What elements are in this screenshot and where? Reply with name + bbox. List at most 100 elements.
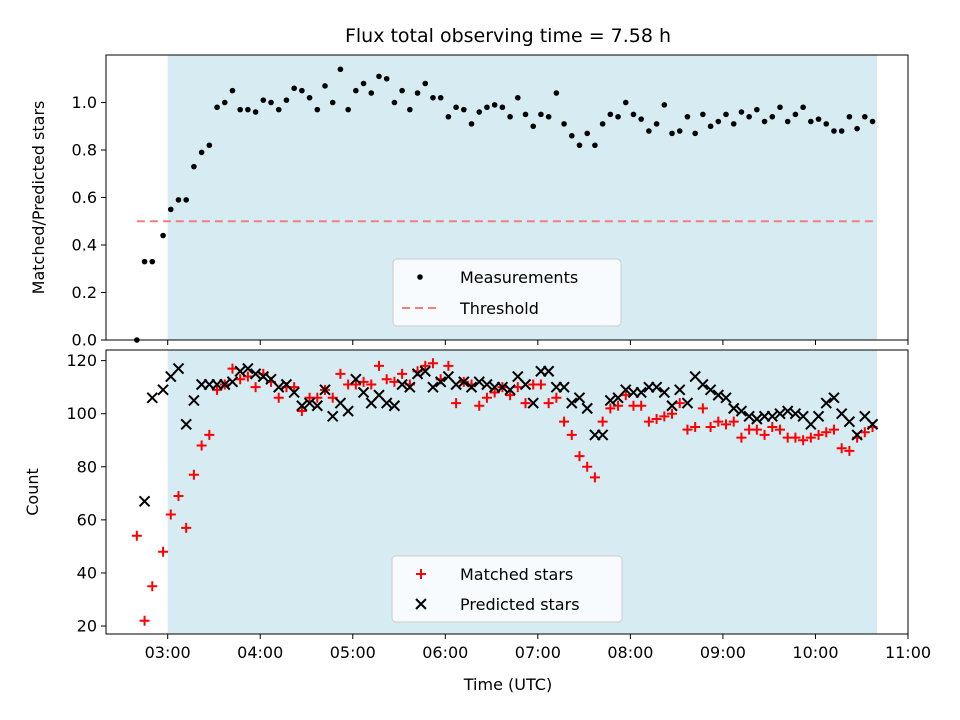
- measurement-point: [360, 80, 367, 87]
- predicted-star-point: [234, 365, 246, 377]
- predicted-star-point: [357, 386, 370, 399]
- measurement-point: [808, 118, 814, 125]
- matched-star-point: [443, 360, 454, 371]
- top-axes-frame: [105, 54, 909, 341]
- measurement-point: [299, 87, 305, 94]
- matched-star-point: [427, 358, 438, 369]
- measurement-point: [838, 128, 845, 134]
- predicted-star-point: [172, 362, 185, 375]
- measurement-point: [730, 121, 737, 127]
- measurement-point: [245, 106, 251, 113]
- predicted-star-point: [411, 368, 424, 380]
- matched-star-point: [805, 432, 816, 443]
- legend-measurements-marker: [417, 274, 423, 280]
- measurement-point: [376, 73, 382, 80]
- predicted-star-point: [704, 384, 717, 396]
- predicted-star-point: [866, 418, 879, 431]
- matched-star-point: [574, 451, 585, 462]
- measurement-point: [653, 121, 660, 127]
- matched-star-point: [836, 443, 847, 454]
- predicted-star-point: [828, 392, 840, 404]
- x-tick-label: 10:00: [792, 643, 838, 662]
- matched-star-point: [582, 461, 593, 472]
- predicted-star-point: [473, 376, 485, 388]
- measurement-point: [329, 99, 336, 106]
- predicted-star-point: [789, 407, 802, 420]
- predicted-star-point: [288, 386, 300, 399]
- predicted-star-point: [519, 378, 532, 391]
- measurement-point: [769, 113, 776, 120]
- measurement-point: [214, 104, 220, 111]
- matched-star-point: [697, 403, 708, 414]
- bottom-y-tick-label: 80: [77, 457, 97, 476]
- measurement-point: [191, 163, 197, 170]
- matched-star-point: [643, 416, 654, 427]
- predicted-star-point: [697, 378, 709, 391]
- matched-star-point: [366, 379, 377, 390]
- measurement-point: [823, 121, 830, 127]
- legend-threshold-label: Threshold: [459, 299, 539, 318]
- predicted-star-point: [481, 378, 493, 391]
- matched-star-point: [551, 392, 562, 403]
- measurement-point: [576, 142, 583, 149]
- measurement-point: [160, 232, 166, 239]
- matched-star-point: [774, 424, 785, 435]
- measurement-point: [553, 90, 560, 96]
- measurement-point: [514, 94, 521, 101]
- measurement-point: [391, 99, 398, 106]
- bottom-y-tick-label: 120: [66, 351, 97, 370]
- predicted-star-point: [138, 495, 151, 507]
- predicted-star-point: [419, 365, 431, 377]
- measurement-point: [646, 128, 652, 134]
- matched-star-point: [559, 416, 570, 427]
- measurement-point: [283, 97, 290, 103]
- matched-star-point: [131, 530, 142, 541]
- matched-star-point: [474, 400, 485, 411]
- matched-star-point: [674, 398, 685, 409]
- bottom-y-tick-label: 20: [77, 617, 97, 636]
- matched-star-point: [358, 376, 369, 387]
- predicted-star-point: [735, 405, 748, 417]
- matched-star-point: [196, 440, 207, 451]
- predicted-star-point: [242, 362, 254, 375]
- measurement-point: [260, 97, 267, 103]
- measurement-point: [622, 99, 629, 106]
- predicted-star-point: [404, 381, 416, 393]
- measurement-point: [538, 111, 544, 118]
- predicted-star-point: [581, 402, 593, 415]
- measurement-point: [149, 258, 156, 265]
- measurement-point: [198, 149, 205, 156]
- measurement-point: [268, 99, 274, 106]
- predicted-star-point: [188, 394, 200, 407]
- measurement-point: [669, 130, 675, 137]
- measurement-point: [784, 118, 791, 125]
- predicted-star-point: [504, 384, 516, 396]
- measurement-point: [491, 102, 498, 108]
- matched-star-point: [158, 546, 169, 557]
- matched-star-point: [682, 424, 693, 435]
- legend-matched-label: Matched stars: [460, 565, 573, 584]
- measurement-point: [584, 130, 590, 137]
- measurement-point: [615, 113, 621, 120]
- predicted-star-point: [327, 410, 339, 423]
- measurement-point: [754, 106, 760, 113]
- matched-star-point: [566, 429, 577, 440]
- matched-star-point: [798, 435, 809, 446]
- measurement-point: [676, 128, 683, 134]
- predicted-star-point: [851, 429, 863, 441]
- legend-predicted-label: Predicted stars: [460, 595, 580, 614]
- matched-star-point: [728, 416, 739, 427]
- matched-star-point: [381, 374, 392, 385]
- matched-star-point: [397, 368, 408, 379]
- measurement-point: [461, 106, 467, 113]
- predicted-star-point: [635, 386, 647, 399]
- measurement-point: [568, 132, 575, 139]
- top-y-axis-label: Matched/Predicted stars: [29, 101, 48, 295]
- matched-star-point: [828, 424, 839, 435]
- x-tick-label: 09:00: [700, 643, 746, 662]
- predicted-star-point: [388, 400, 401, 412]
- top-panel: 0.0 0.2 0.4 0.6 0.8 1.0 Matched/Predicted star…: [29, 54, 909, 350]
- predicted-star-point: [712, 389, 725, 401]
- matched-star-point: [505, 390, 516, 401]
- measurement-point: [661, 102, 668, 108]
